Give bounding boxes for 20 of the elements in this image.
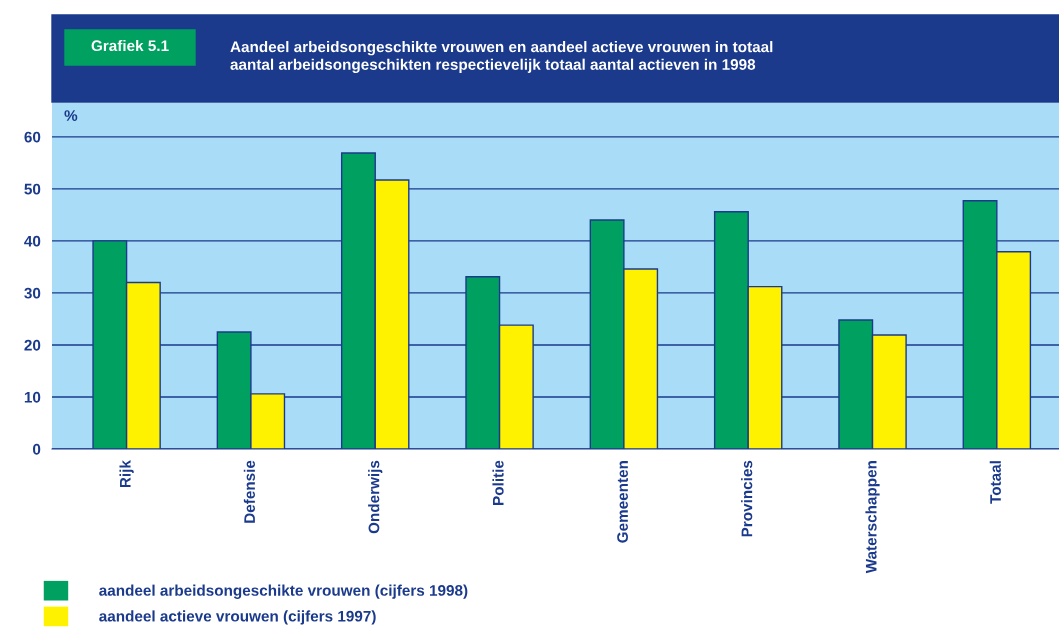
x-tick-label: Onderwijs [368,460,383,534]
x-tick-label: Politie [492,460,504,505]
chart-title: Aandeel arbeidsongeschikte vrouwen en aandeel actieve vrouwen in totaal aantal arbeidsongeschikten respectievelijk totaal aantal actieven in 1998 [230,41,773,73]
y-tick-label: 20 [24,339,41,351]
text: Grafiek 5.1 [91,39,169,52]
y-axis-title: % [64,110,78,121]
y-tick-label: 30 [24,287,41,299]
legend-label: aandeel actieve vrouwen (cijfers 1997) [99,610,376,625]
y-tick-label: 10 [24,391,41,403]
x-tick-label: Rijk [119,460,134,488]
y-tick-label: 60 [24,131,41,143]
x-tick-label: Provincies [741,460,753,537]
y-tick-label: 0 [33,443,41,455]
x-tick-label: Waterschappen [865,461,880,574]
x-tick-label: Gemeenten [617,461,628,543]
x-tick-label: Defensie [243,460,256,523]
y-tick-label: 40 [24,235,41,247]
x-tick-label: Totaal [989,461,1001,504]
legend-label: aandeel arbeidsongeschikte vrouwen (cijfers 1998) [99,584,468,599]
y-tick-label: 50 [24,183,41,195]
